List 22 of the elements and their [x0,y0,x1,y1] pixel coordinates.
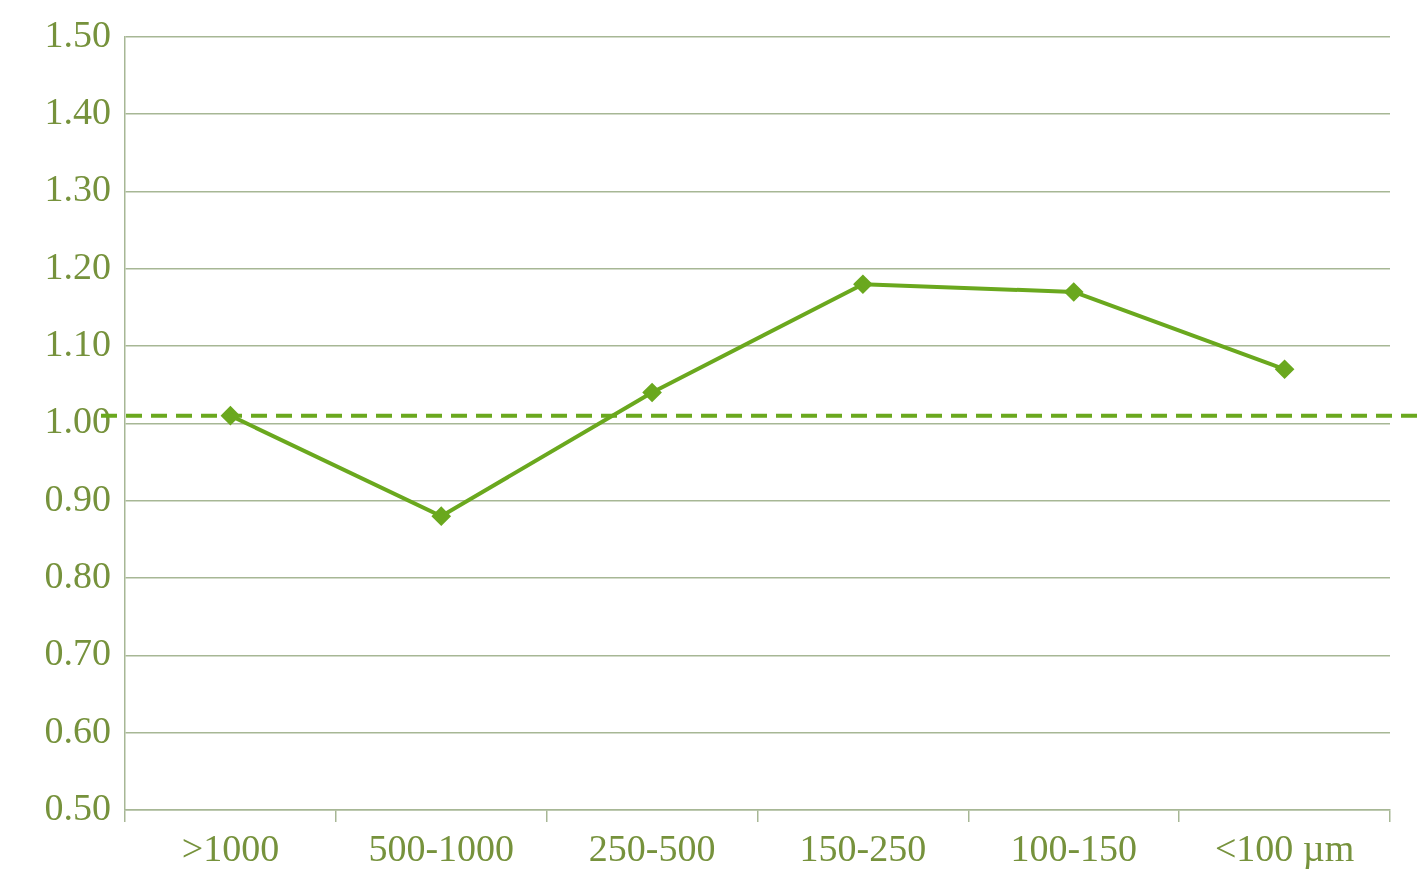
point [853,275,872,294]
y-tick-label: 0.80 [44,554,111,597]
point [1064,282,1083,301]
point [1275,360,1294,379]
x-tick-label: 250-500 [588,826,716,869]
y-tick-label: 1.30 [44,167,111,210]
x-tick-label: 100-150 [1010,826,1138,869]
y-tick-label: 1.50 [44,12,111,55]
point [643,383,662,402]
y-tick-label: 0.90 [44,476,111,519]
y-tick-label: 1.20 [44,244,111,287]
y-tick-label: 1.10 [44,322,111,365]
y-tick-label: 1.00 [44,399,111,442]
y-tick-label: 1.40 [44,90,111,133]
x-tick-label: 150-250 [799,826,927,869]
point [432,507,451,526]
y-tick-label: 0.60 [44,708,111,751]
x-tick-label: 500-1000 [368,826,515,869]
y-tick-label: 0.70 [44,631,111,674]
x-tick-label: <100 µm [1214,826,1355,869]
x-tick-label: >1000 [181,826,280,869]
y-tick-label: 0.50 [44,785,111,828]
